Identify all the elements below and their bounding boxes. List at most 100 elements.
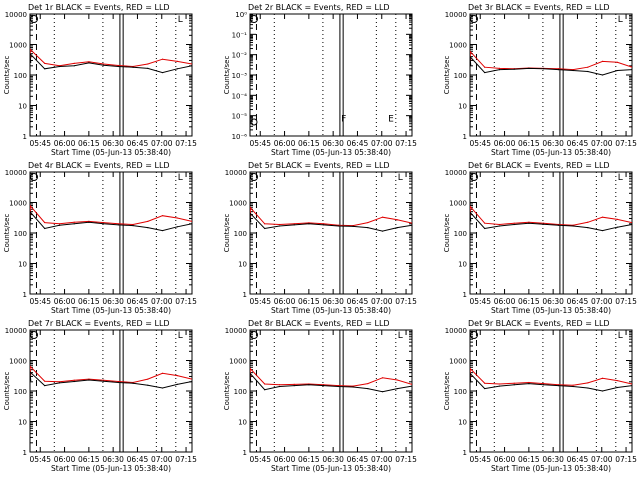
x-tick-label: 06:15 xyxy=(78,297,100,306)
data-point-events xyxy=(117,65,119,68)
data-point-events xyxy=(631,385,632,387)
data-point-lld xyxy=(557,68,559,70)
y-tick-label: 100 xyxy=(454,230,467,238)
data-point-lld xyxy=(572,69,574,71)
x-tick-label: 06:00 xyxy=(54,297,76,306)
data-point-lld xyxy=(308,222,310,224)
data-point-lld xyxy=(528,381,530,384)
data-point-events xyxy=(161,229,164,232)
data-point-lld xyxy=(631,383,632,385)
data-point-lld xyxy=(88,220,90,223)
x-tick-label: 06:30 xyxy=(102,297,124,306)
x-tick-label: 06:00 xyxy=(274,297,296,306)
panel-det-1r: Det 1r BLACK = Events, RED = LLD 1 10 100 10… xyxy=(3,3,197,157)
data-point-lld xyxy=(73,221,75,223)
x-tick-label: 07:00 xyxy=(371,455,393,464)
data-point-events xyxy=(587,387,589,389)
data-point-lld xyxy=(498,223,501,226)
data-point-lld xyxy=(323,223,325,225)
y-tick-label: 10 xyxy=(238,261,247,269)
data-series xyxy=(250,206,412,232)
data-point-lld xyxy=(103,63,105,65)
marker-letter: L xyxy=(618,15,623,25)
data-point-lld xyxy=(191,220,192,223)
data-point-lld xyxy=(557,384,559,386)
y-tick-label: 10000 xyxy=(5,11,27,19)
data-point-lld xyxy=(470,205,471,207)
data-point-events xyxy=(470,211,471,213)
data-point-lld xyxy=(161,58,164,60)
start-marker xyxy=(470,331,478,339)
data-point-lld xyxy=(30,365,31,367)
marker-lines xyxy=(470,330,617,452)
data-point-events xyxy=(470,372,471,374)
data-point-events xyxy=(278,385,281,388)
x-axis-label: Start Time (05-Jun-13 05:38:40) xyxy=(491,306,611,315)
x-tick-label: 05:45 xyxy=(29,139,51,148)
data-point-events xyxy=(337,385,339,388)
data-point-lld xyxy=(631,221,632,224)
marker-lines xyxy=(250,14,397,136)
y-tick-label: 10000 xyxy=(225,327,247,335)
y-tick-label: 1000 xyxy=(449,42,467,50)
x-tick-label: 06:45 xyxy=(127,297,149,306)
x-axis-label: Start Time (05-Jun-13 05:38:40) xyxy=(271,464,391,473)
data-point-events xyxy=(601,74,604,76)
x-tick-label: 06:45 xyxy=(567,297,589,306)
x-tick-label: 06:00 xyxy=(274,455,296,464)
marker-letter: L xyxy=(618,173,623,183)
data-point-events xyxy=(616,386,618,389)
data-point-events xyxy=(352,386,354,388)
y-axis-label: Counts/sec xyxy=(3,214,11,253)
panel-det-8r: Det 8r BLACK = Events, RED = LLD 1 10 100 10… xyxy=(223,319,417,473)
panel-det-7r: Det 7r BLACK = Events, RED = LLD 1 10 100 10… xyxy=(3,319,197,473)
data-point-lld xyxy=(601,377,604,379)
data-point-events xyxy=(103,64,105,66)
marker-letter: L xyxy=(398,331,403,341)
x-axis-label: Start Time (05-Jun-13 05:38:40) xyxy=(491,148,611,157)
y-tick-label: 1 xyxy=(463,291,467,299)
data-point-lld xyxy=(278,223,281,226)
y-tick-label: 10000 xyxy=(225,169,247,177)
data-point-events xyxy=(117,381,119,384)
marker-lines xyxy=(250,172,397,294)
y-tick-label: 100 xyxy=(14,230,27,238)
data-point-events xyxy=(498,225,501,227)
x-tick-label: 06:45 xyxy=(127,455,149,464)
y-tick-label: 10⁻⁴ xyxy=(232,92,248,100)
data-point-events xyxy=(396,387,398,390)
data-point-lld xyxy=(117,380,119,383)
x-tick-label: 06:00 xyxy=(494,139,516,148)
x-tick-label: 06:00 xyxy=(494,297,516,306)
x-tick-label: 07:15 xyxy=(175,139,197,148)
y-tick-label: 10 xyxy=(458,419,467,427)
x-axis-label: Start Time (05-Jun-13 05:38:40) xyxy=(51,148,171,157)
data-point-events xyxy=(396,227,398,229)
data-point-events xyxy=(44,68,46,70)
data-point-events xyxy=(513,384,515,386)
data-point-events xyxy=(132,224,134,227)
data-point-lld xyxy=(117,64,119,67)
x-tick-label: 06:30 xyxy=(542,139,564,148)
data-point-events xyxy=(572,225,574,227)
x-axis-label: Start Time (05-Jun-13 05:38:40) xyxy=(51,306,171,315)
y-axis-label: Counts/sec xyxy=(443,372,451,411)
y-tick-label: 10000 xyxy=(445,327,467,335)
data-point-events xyxy=(30,211,31,213)
y-axis-label: Counts/sec xyxy=(223,56,231,95)
data-point-events xyxy=(58,65,61,68)
data-point-lld xyxy=(484,66,486,68)
series-line-events xyxy=(30,210,192,232)
data-point-lld xyxy=(601,216,604,218)
data-point-lld xyxy=(528,221,530,223)
data-point-lld xyxy=(411,222,412,224)
y-tick-label: 100 xyxy=(14,72,27,80)
x-tick-label: 06:45 xyxy=(347,297,369,306)
data-point-lld xyxy=(484,222,486,224)
data-series xyxy=(470,205,632,232)
data-point-lld xyxy=(176,374,178,377)
y-tick-label: 10000 xyxy=(445,169,467,177)
y-tick-label: 10000 xyxy=(5,169,27,177)
data-point-events xyxy=(557,385,559,387)
data-point-events xyxy=(147,384,149,386)
